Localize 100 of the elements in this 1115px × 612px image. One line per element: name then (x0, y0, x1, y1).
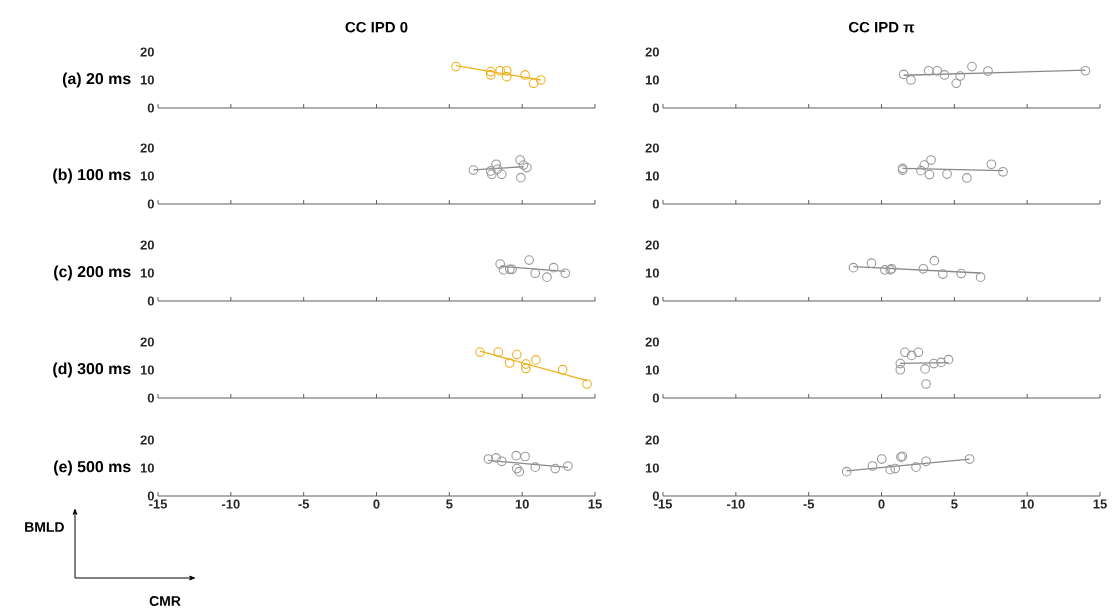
y-axis-title: (d) 300 ms (53, 362, 131, 378)
x-tick-label: -5 (298, 499, 310, 509)
chart-title: CC IPD 0 (345, 21, 408, 33)
point (913, 347, 924, 358)
y-tick-label: 0 (147, 103, 154, 113)
y-axis-title: (a) 20 ms (62, 72, 131, 88)
y-tick-label: 10 (645, 268, 659, 278)
point (485, 70, 496, 80)
point (939, 70, 950, 80)
y-axis-title: (b) 100 ms (53, 168, 131, 184)
point (530, 268, 541, 279)
point (485, 166, 496, 176)
point (495, 259, 506, 269)
point (951, 78, 962, 89)
point (520, 451, 530, 462)
point (956, 268, 967, 279)
point (895, 364, 906, 375)
point (921, 379, 931, 389)
point (916, 165, 926, 176)
point (548, 262, 559, 273)
point (493, 347, 504, 357)
point (475, 347, 485, 357)
y-axis-title: (c) 200 ms (54, 265, 131, 281)
point (557, 364, 568, 375)
point (848, 262, 859, 273)
y-tick-label: 20 (140, 143, 154, 153)
y-axis-title: (e) 500 ms (54, 460, 131, 476)
y-tick-label: 10 (645, 171, 659, 181)
x-tick-label: -5 (803, 499, 815, 509)
point (923, 65, 934, 76)
y-tick-label: 0 (147, 491, 154, 501)
x-tick-label: 15 (588, 499, 602, 509)
point (451, 61, 461, 72)
point (983, 66, 993, 76)
point (926, 155, 936, 165)
point (876, 454, 887, 464)
point (542, 272, 552, 283)
point (964, 454, 975, 464)
x-tick-label: 15 (1093, 499, 1107, 509)
x-tick-label: 5 (951, 499, 958, 509)
y-tick-label: 20 (140, 435, 154, 445)
y-tick-label: 10 (140, 171, 154, 181)
x-tick-label: -15 (654, 499, 673, 509)
y-tick-label: 20 (645, 47, 659, 57)
point (867, 461, 878, 471)
point (918, 263, 929, 274)
x-tick-label: 10 (515, 499, 529, 509)
y-tick-label: 0 (147, 296, 154, 306)
text: BMLD (25, 522, 64, 532)
point (962, 173, 972, 183)
point (550, 463, 561, 474)
point (975, 272, 986, 283)
point (895, 358, 906, 369)
point (535, 75, 546, 85)
point (530, 462, 541, 473)
point (986, 159, 997, 170)
point (515, 155, 525, 165)
point (898, 69, 909, 80)
text: CMR (149, 596, 181, 606)
point (486, 169, 497, 180)
point (582, 379, 592, 389)
y-tick-label: 10 (140, 463, 154, 473)
point (920, 364, 930, 374)
point (495, 65, 506, 76)
point (520, 359, 531, 369)
point (929, 255, 940, 266)
point (924, 169, 935, 180)
point (491, 159, 501, 170)
point (880, 265, 890, 275)
point (485, 66, 496, 77)
point (906, 75, 916, 85)
y-tick-label: 0 (652, 103, 659, 113)
x-tick-label: 5 (446, 499, 453, 509)
y-tick-label: 10 (645, 365, 659, 375)
point (906, 350, 917, 361)
point (919, 160, 930, 170)
point (531, 355, 541, 365)
point (501, 65, 512, 76)
y-tick-label: 10 (645, 75, 659, 85)
y-tick-label: 10 (140, 365, 154, 375)
point (911, 462, 921, 473)
point (928, 358, 939, 369)
y-tick-label: 0 (147, 393, 154, 403)
x-tick-label: 0 (878, 499, 885, 509)
y-tick-label: 10 (140, 75, 154, 85)
point (516, 172, 526, 183)
x-tick-label: 10 (1020, 499, 1034, 509)
point (866, 258, 877, 269)
point (563, 461, 573, 471)
point (998, 166, 1008, 177)
x-tick-label: -10 (726, 499, 745, 509)
y-tick-label: 20 (645, 143, 659, 153)
point (492, 164, 503, 175)
point (483, 454, 494, 464)
point (937, 269, 948, 279)
y-tick-label: 0 (652, 296, 659, 306)
point (955, 71, 966, 81)
point (520, 70, 530, 80)
point (900, 347, 910, 358)
chart-title: CC IPD π (849, 21, 915, 33)
